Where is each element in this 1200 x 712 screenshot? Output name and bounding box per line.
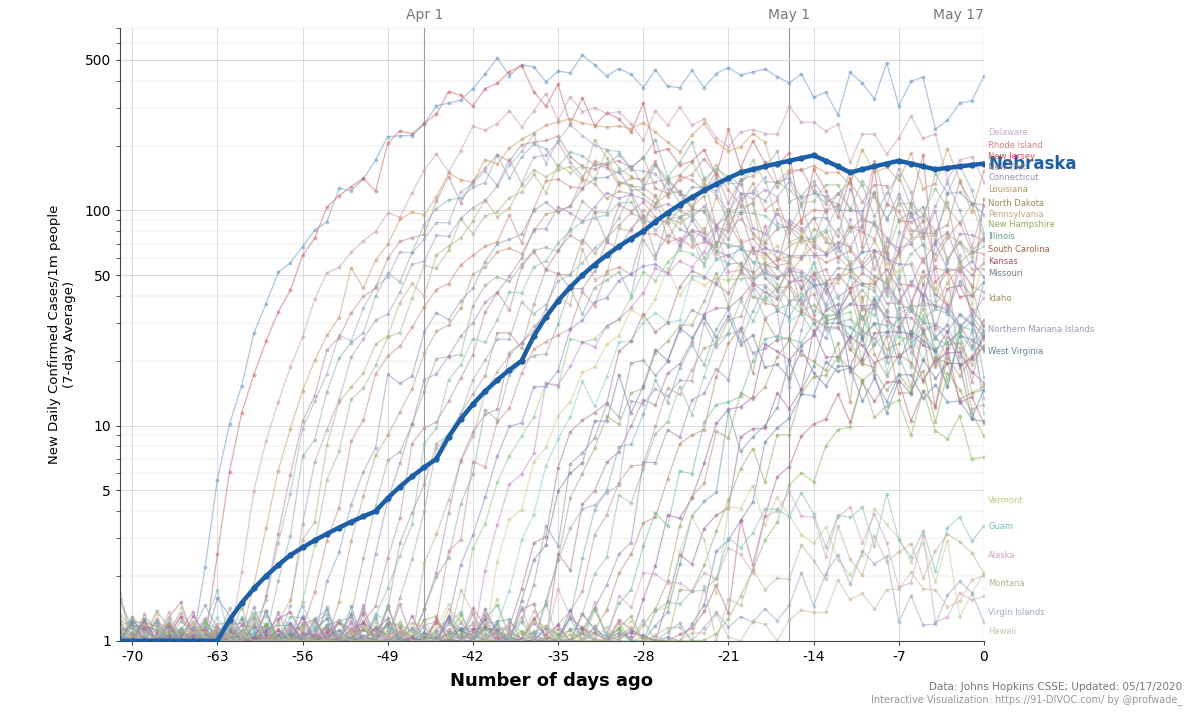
Text: Apr 1: Apr 1: [406, 9, 443, 22]
Text: Missouri: Missouri: [989, 269, 1024, 278]
Text: New York: New York: [989, 163, 1027, 172]
Y-axis label: New Daily Confirmed Cases/1m people
(7-day Average): New Daily Confirmed Cases/1m people (7-d…: [48, 205, 77, 464]
Text: Illinois: Illinois: [989, 231, 1015, 241]
Text: Alaska: Alaska: [989, 550, 1016, 560]
X-axis label: Number of days ago: Number of days ago: [450, 672, 654, 690]
Text: Guam: Guam: [989, 522, 1014, 531]
Text: Hawaii: Hawaii: [989, 627, 1016, 637]
Text: Interactive Visualization: https://91-DIVOC.com/ by @profwade_: Interactive Visualization: https://91-DI…: [871, 694, 1182, 705]
Text: West Virginia: West Virginia: [989, 347, 1044, 357]
Text: May 1: May 1: [768, 9, 810, 22]
Text: Idaho: Idaho: [989, 294, 1012, 303]
Text: Rhode Island: Rhode Island: [989, 141, 1043, 150]
Text: Nebraska: Nebraska: [988, 155, 1076, 172]
Text: Louisiana: Louisiana: [989, 185, 1028, 194]
Text: New Jersey: New Jersey: [989, 152, 1036, 161]
Text: New Hampshire: New Hampshire: [989, 220, 1055, 229]
Text: Delaware: Delaware: [989, 128, 1028, 137]
Text: Connecticut: Connecticut: [989, 173, 1039, 182]
Text: Vermont: Vermont: [989, 496, 1024, 505]
Text: Northern Mariana Islands: Northern Mariana Islands: [989, 325, 1094, 334]
Text: Data: Johns Hopkins CSSE; Updated: 05/17/2020: Data: Johns Hopkins CSSE; Updated: 05/17…: [929, 682, 1182, 692]
Text: May 17: May 17: [934, 9, 984, 22]
Text: Virgin Islands: Virgin Islands: [989, 608, 1045, 617]
Text: Kansas: Kansas: [989, 257, 1018, 266]
Text: Montana: Montana: [989, 579, 1025, 588]
Text: North Dakota: North Dakota: [989, 199, 1044, 208]
Text: South Carolina: South Carolina: [989, 245, 1050, 253]
Text: Pennsylvania: Pennsylvania: [989, 209, 1044, 219]
